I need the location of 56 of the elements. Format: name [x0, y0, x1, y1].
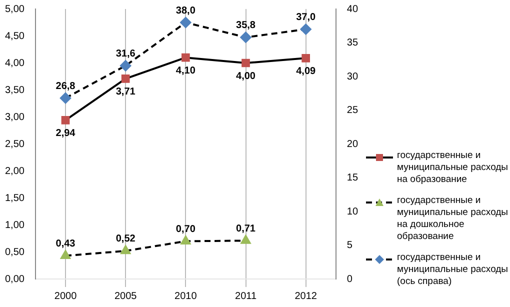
point [121, 74, 130, 83]
x-tick-label: 2010 [174, 290, 198, 302]
data-label: 31,6 [116, 48, 136, 60]
point [120, 245, 130, 254]
point [60, 250, 70, 260]
data-label: 0,52 [116, 234, 136, 245]
y2-tick-label: 25 [346, 105, 358, 116]
point [61, 116, 70, 124]
y2-tick-label: 20 [346, 138, 358, 150]
data-label: 35,8 [236, 20, 256, 32]
y2-tick-label: 5 [346, 240, 353, 251]
data-label: 37,0 [296, 12, 316, 23]
y2-tick-label: 30 [346, 71, 358, 82]
y-tick-label: 0,00 [4, 274, 25, 285]
data-label: 4,09 [296, 66, 316, 77]
data-label: 0,43 [56, 238, 76, 250]
legend-label: государственные и муниципальные расходы на дошкольное образование [397, 195, 508, 243]
point [120, 60, 132, 72]
x-tick-label: 2011 [234, 290, 257, 302]
y-tick-label: 1,50 [4, 192, 25, 204]
point [300, 24, 312, 35]
y-tick-label: 5,00 [4, 4, 25, 15]
point [60, 92, 72, 104]
point [242, 58, 250, 68]
y2-tick-label: 10 [346, 206, 358, 218]
x-tick-label: 2000 [54, 290, 78, 302]
data-label: 38,0 [176, 5, 196, 16]
point [240, 235, 251, 244]
y-tick-label: 3,00 [4, 112, 25, 123]
data-label: 4,10 [176, 65, 196, 76]
point [302, 54, 310, 62]
legend-label: государственные и муниципальные расходы на образование [397, 150, 508, 186]
x-tick-label: 2012 [294, 290, 318, 302]
y2-tick-label: 0 [346, 274, 353, 285]
y2-tick-label: 40 [346, 4, 358, 15]
point [180, 236, 191, 244]
data-label: 2,94 [56, 128, 76, 139]
y-tick-label: 3,50 [4, 84, 25, 96]
y-tick-label: 4,50 [4, 30, 25, 42]
data-label: 0,71 [236, 223, 256, 234]
y-tick-label: 2,00 [4, 166, 25, 177]
y-tick-label: 0,50 [4, 246, 25, 258]
data-label: 26,8 [56, 80, 76, 92]
y2-tick-label: 35 [346, 38, 358, 48]
legend-label: государственные и муниципальные расходы (ось справа) [397, 252, 508, 288]
y-tick-label: 4,00 [4, 58, 25, 69]
y-tick-label: 1,00 [4, 220, 25, 231]
point [180, 17, 192, 28]
x-tick-label: 2005 [114, 290, 138, 302]
data-label: 0,70 [176, 224, 196, 235]
y2-tick-label: 15 [346, 172, 358, 184]
data-label: 3,71 [116, 86, 136, 98]
point [240, 32, 252, 43]
point [181, 53, 190, 62]
y-tick-label: 2,50 [4, 138, 25, 150]
data-label: 4,00 [236, 70, 256, 82]
